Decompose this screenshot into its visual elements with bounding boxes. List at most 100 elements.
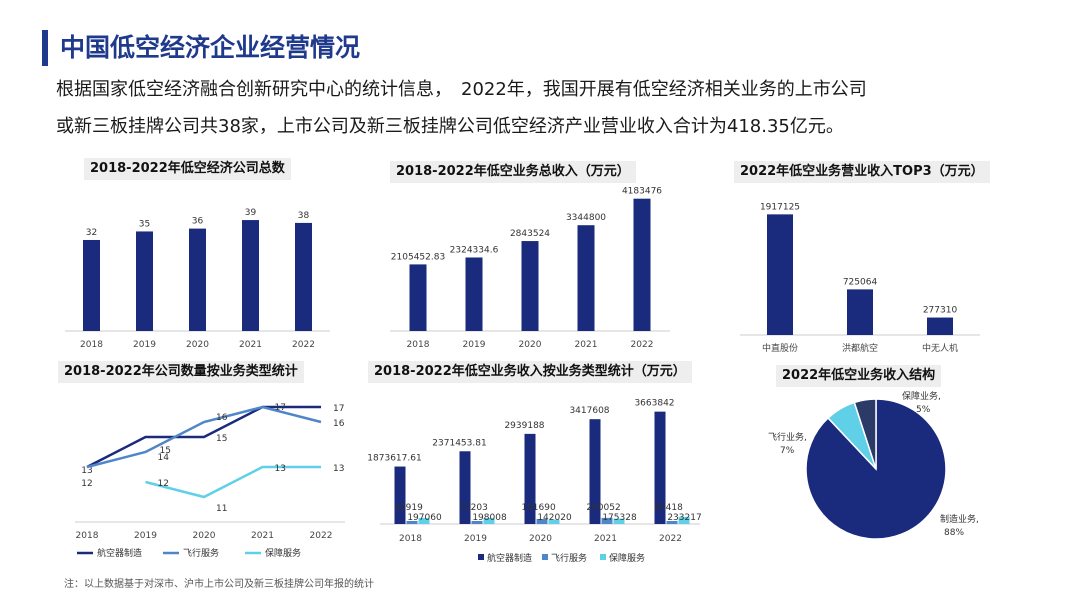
chart-title-revenue-structure: 2022年低空业务收入结构 xyxy=(776,365,942,387)
bar-s3-2018 xyxy=(418,517,430,524)
title-accent-bar xyxy=(42,30,48,66)
data-label-2022: 38 xyxy=(298,211,310,221)
legend-label-3: 保障服务 xyxy=(265,547,301,559)
x-tick-label: 洪都航空 xyxy=(842,342,878,354)
data-label-s3-2021: 175328 xyxy=(602,513,637,523)
data-label-2018: 32 xyxy=(86,228,97,238)
chart-company-total: 32 2018 35 2019 36 2020 39 2021 38 2022 xyxy=(65,208,330,350)
x-tick-label: 2020 xyxy=(529,534,552,544)
data-label-s3-2021: 13 xyxy=(275,464,286,474)
data-label-s3-2018: 197060 xyxy=(407,513,442,523)
data-label-s2-2019: 14 xyxy=(158,453,170,463)
data-label-s3-2020: 11 xyxy=(216,504,227,514)
intro-line-2: 或新三板挂牌公司共38家，上市公司及新三板挂牌公司低空经济产业营业收入合计为41… xyxy=(56,116,844,137)
x-tick-label: 中直股份 xyxy=(762,342,798,354)
data-label-s3-2018: 12 xyxy=(81,479,92,489)
data-label--: 1917125 xyxy=(760,202,800,212)
bar-s2-2018 xyxy=(406,521,418,524)
bar-s3-2021 xyxy=(613,518,625,524)
data-label-s2-2021: 200052 xyxy=(586,503,620,513)
legend-label-1: 航空器制造 xyxy=(97,547,142,559)
data-label-s3-2019: 198008 xyxy=(472,513,507,523)
x-tick-label: 2022 xyxy=(659,534,682,544)
series-line-1 xyxy=(86,405,321,469)
x-tick-label: 2020 xyxy=(519,340,542,350)
bar-s1-2018 xyxy=(394,466,406,524)
bar-s1-2019 xyxy=(459,451,471,524)
data-label-s2-2020: 161690 xyxy=(521,503,556,513)
x-tick-label: 2018 xyxy=(399,534,422,544)
chart-title-total-revenue: 2018-2022年低空业务总收入（万元） xyxy=(390,161,636,183)
bar-s2-2022 xyxy=(666,521,678,524)
x-tick-label: 2021 xyxy=(239,340,262,350)
data-label-2019: 35 xyxy=(139,219,150,229)
data-label-s1-2020: 2939188 xyxy=(504,421,544,431)
legend-swatch-3 xyxy=(600,554,606,560)
bar-2020 xyxy=(189,228,206,331)
data-label-s2-2022: 16 xyxy=(333,419,345,429)
pie-pct-3: 5% xyxy=(916,405,931,415)
legend-label-2: 飞行服务 xyxy=(183,547,219,559)
data-label-2020: 2843524 xyxy=(510,229,550,239)
data-label-s2-2020: 16 xyxy=(216,413,228,423)
chart-revenue-structure: 制造业务, 88% 飞行业务, 7% 保障业务, 5% xyxy=(768,390,979,540)
data-label-s1-2019: 2371453.81 xyxy=(432,438,486,448)
bar-- xyxy=(927,317,953,335)
data-label-2018: 2105452.83 xyxy=(391,252,445,262)
bar-- xyxy=(767,214,793,335)
footnote: 注：以上数据基于对深市、沪市上市公司及新三板挂牌公司年报的统计 xyxy=(64,579,374,590)
bar-s1-2020 xyxy=(524,433,536,524)
data-label-s1-2018: 13 xyxy=(81,466,92,476)
x-tick-label: 中无人机 xyxy=(922,342,958,354)
data-label-s1-2019: 15 xyxy=(160,446,171,456)
bar-s3-2020 xyxy=(548,519,560,524)
x-tick-label: 2022 xyxy=(310,531,333,541)
bar-s2-2021 xyxy=(601,517,613,524)
series-line-2 xyxy=(86,405,322,469)
data-label-s1-2018: 1873617.61 xyxy=(367,454,421,464)
x-tick-label: 2018 xyxy=(80,340,103,350)
data-label-2019: 2324334.6 xyxy=(450,245,499,255)
chart-top3: 1917125 中直股份 725064 洪都航空 277310 中无人机 xyxy=(740,202,980,354)
bar-2018 xyxy=(409,264,427,331)
data-label-s3-2020: 142020 xyxy=(537,513,572,523)
bar-2020 xyxy=(521,241,539,331)
data-label--: 277310 xyxy=(923,306,958,316)
pie-slice-3 xyxy=(853,398,877,470)
bar-2022 xyxy=(295,222,312,331)
bar-s3-2019 xyxy=(483,517,495,524)
bar-s3-2022 xyxy=(678,516,690,524)
chart-title-revenue-by-type: 2018-2022年低空业务收入按业务类型统计（万元） xyxy=(368,361,692,383)
chart-title-count-by-type: 2018-2022年公司数量按业务类型统计 xyxy=(58,361,304,383)
pie-pct-1: 88% xyxy=(944,528,964,538)
pie-label-2: 飞行业务, xyxy=(768,431,807,443)
bar-s1-2022 xyxy=(654,411,666,524)
x-tick-label: 2021 xyxy=(575,340,598,350)
pie-pct-2: 7% xyxy=(780,446,795,456)
data-label-s2-2019: 72203 xyxy=(459,503,488,513)
page-title: 中国低空经济企业经营情况 xyxy=(60,33,361,62)
legend-label-3: 保障服务 xyxy=(609,552,645,564)
pie-label-1: 制造业务, xyxy=(940,513,979,525)
x-tick-label: 2022 xyxy=(292,340,315,350)
bar-2018 xyxy=(83,239,100,331)
data-label-s3-2022: 13 xyxy=(333,464,344,474)
bar-2019 xyxy=(465,257,483,331)
bar-2022 xyxy=(633,198,651,331)
bar-s2-2020 xyxy=(536,519,548,524)
chart-count-by-type: 13 15 15 17 14 16 17 16 12 12 11 13 13 2018 2019 2020 20… xyxy=(75,403,345,559)
chart-title-company-total: 2018-2022年低空经济公司总数 xyxy=(84,158,291,180)
data-label--: 725064 xyxy=(843,277,878,287)
x-tick-label: 2021 xyxy=(251,531,274,541)
x-tick-label: 2022 xyxy=(631,340,654,350)
x-tick-label: 2019 xyxy=(134,531,157,541)
data-label-s1-2022: 17 xyxy=(333,404,344,414)
x-tick-label: 2019 xyxy=(133,340,156,350)
data-label-2022: 4183476 xyxy=(622,187,662,197)
bar-2019 xyxy=(136,231,153,331)
data-label-2020: 36 xyxy=(192,217,204,227)
bar-s2-2019 xyxy=(471,521,483,524)
x-tick-label: 2018 xyxy=(407,340,430,350)
legend-label-2: 飞行服务 xyxy=(551,552,587,564)
data-label-s3-2022: 233217 xyxy=(667,513,701,523)
